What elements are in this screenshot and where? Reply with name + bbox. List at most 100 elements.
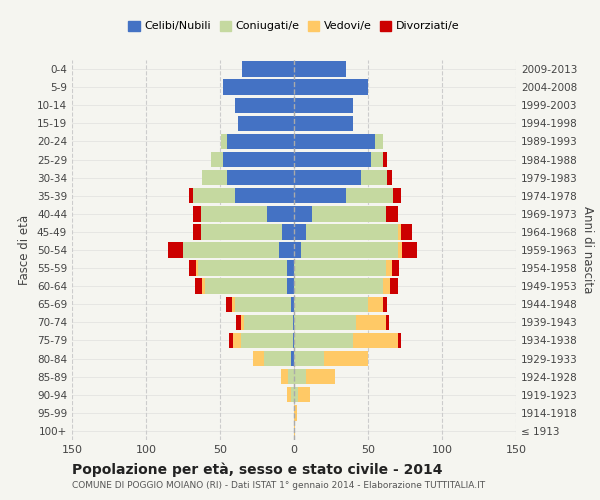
Bar bbox=[253, 351, 265, 366]
Bar bbox=[398, 242, 402, 258]
Bar bbox=[227, 170, 294, 186]
Bar bbox=[386, 314, 389, 330]
Bar bbox=[356, 314, 386, 330]
Bar bbox=[294, 170, 361, 186]
Bar bbox=[287, 278, 294, 294]
Bar bbox=[227, 134, 294, 149]
Bar bbox=[235, 296, 291, 312]
Bar bbox=[361, 170, 387, 186]
Bar bbox=[294, 296, 368, 312]
Bar bbox=[294, 351, 323, 366]
Bar bbox=[294, 116, 353, 131]
Bar bbox=[294, 405, 297, 420]
Bar bbox=[223, 80, 294, 95]
Bar bbox=[383, 296, 387, 312]
Text: Popolazione per età, sesso e stato civile - 2014: Popolazione per età, sesso e stato civil… bbox=[72, 462, 443, 477]
Bar bbox=[291, 351, 294, 366]
Bar bbox=[291, 296, 294, 312]
Text: COMUNE DI POGGIO MOIANO (RI) - Dati ISTAT 1° gennaio 2014 - Elaborazione TUTTITA: COMUNE DI POGGIO MOIANO (RI) - Dati ISTA… bbox=[72, 481, 485, 490]
Bar bbox=[221, 134, 227, 149]
Bar bbox=[235, 188, 294, 204]
Bar bbox=[229, 333, 233, 348]
Bar bbox=[189, 188, 193, 204]
Bar bbox=[244, 314, 293, 330]
Bar bbox=[223, 152, 294, 167]
Bar bbox=[235, 98, 294, 113]
Bar bbox=[371, 152, 383, 167]
Bar bbox=[294, 188, 346, 204]
Bar bbox=[387, 170, 392, 186]
Bar bbox=[402, 242, 417, 258]
Bar bbox=[294, 278, 383, 294]
Y-axis label: Fasce di età: Fasce di età bbox=[19, 215, 31, 285]
Bar bbox=[293, 333, 294, 348]
Bar bbox=[294, 152, 371, 167]
Bar bbox=[294, 333, 353, 348]
Bar bbox=[291, 387, 294, 402]
Bar bbox=[298, 387, 310, 402]
Bar bbox=[294, 387, 298, 402]
Bar bbox=[189, 260, 196, 276]
Bar bbox=[398, 333, 401, 348]
Bar bbox=[205, 278, 287, 294]
Bar bbox=[386, 206, 398, 222]
Bar bbox=[282, 224, 294, 240]
Bar bbox=[294, 260, 386, 276]
Bar bbox=[202, 170, 227, 186]
Bar bbox=[241, 333, 293, 348]
Bar bbox=[193, 188, 235, 204]
Bar bbox=[294, 80, 368, 95]
Bar bbox=[294, 134, 376, 149]
Bar bbox=[392, 260, 399, 276]
Y-axis label: Anni di nascita: Anni di nascita bbox=[581, 206, 594, 294]
Bar bbox=[383, 152, 387, 167]
Bar bbox=[376, 134, 383, 149]
Bar bbox=[293, 314, 294, 330]
Bar bbox=[306, 369, 335, 384]
Bar bbox=[294, 62, 346, 76]
Bar bbox=[294, 314, 356, 330]
Bar bbox=[196, 260, 198, 276]
Bar bbox=[312, 206, 386, 222]
Bar bbox=[281, 369, 288, 384]
Bar bbox=[383, 278, 390, 294]
Bar bbox=[346, 188, 393, 204]
Bar bbox=[301, 242, 398, 258]
Bar bbox=[265, 351, 291, 366]
Bar bbox=[168, 242, 183, 258]
Bar bbox=[268, 206, 294, 222]
Bar bbox=[386, 260, 392, 276]
Legend: Celibi/Nubili, Coniugati/e, Vedovi/e, Divorziati/e: Celibi/Nubili, Coniugati/e, Vedovi/e, Di… bbox=[124, 16, 464, 36]
Bar bbox=[288, 369, 294, 384]
Bar bbox=[226, 296, 232, 312]
Bar bbox=[287, 387, 291, 402]
Bar bbox=[183, 242, 279, 258]
Bar bbox=[294, 224, 306, 240]
Bar bbox=[198, 260, 287, 276]
Bar bbox=[232, 296, 235, 312]
Bar bbox=[294, 369, 306, 384]
Bar bbox=[242, 62, 294, 76]
Bar bbox=[306, 224, 398, 240]
Bar bbox=[393, 188, 401, 204]
Bar bbox=[390, 278, 398, 294]
Bar bbox=[238, 116, 294, 131]
Bar bbox=[294, 242, 301, 258]
Bar bbox=[201, 224, 282, 240]
Bar bbox=[193, 224, 201, 240]
Bar bbox=[294, 206, 312, 222]
Bar bbox=[287, 260, 294, 276]
Bar bbox=[398, 224, 401, 240]
Bar bbox=[211, 152, 223, 167]
Bar bbox=[323, 351, 368, 366]
Bar bbox=[233, 333, 241, 348]
Bar bbox=[353, 333, 398, 348]
Bar bbox=[368, 296, 383, 312]
Bar bbox=[236, 314, 241, 330]
Bar bbox=[294, 424, 295, 438]
Bar bbox=[193, 206, 201, 222]
Bar bbox=[202, 278, 205, 294]
Bar bbox=[201, 206, 268, 222]
Bar bbox=[195, 278, 202, 294]
Bar bbox=[279, 242, 294, 258]
